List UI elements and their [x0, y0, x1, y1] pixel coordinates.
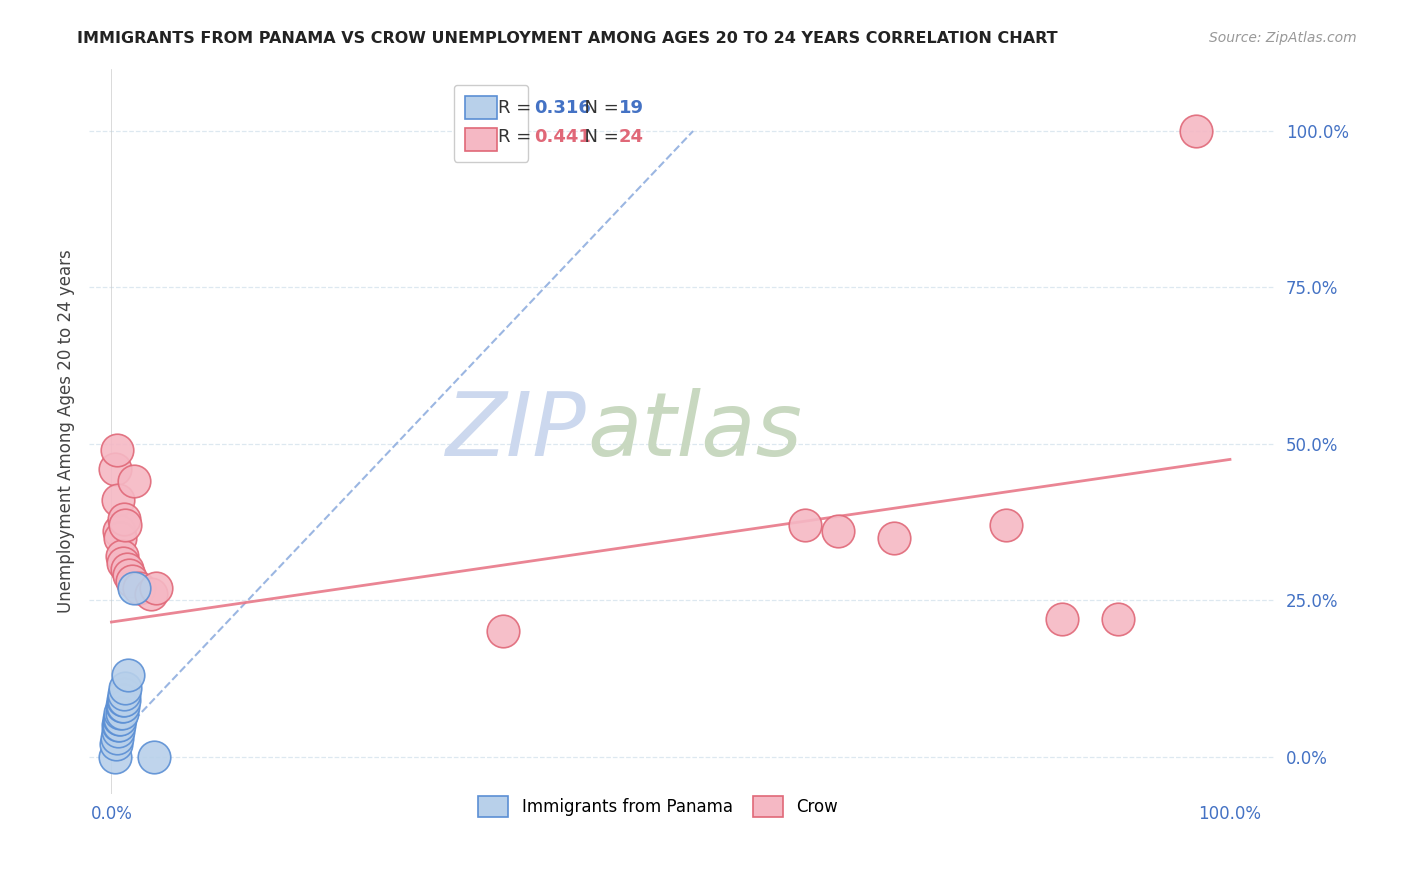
Point: [110, 549, 132, 564]
Point: [995, 518, 1018, 533]
Point: [110, 531, 132, 545]
Point: [114, 681, 136, 695]
Text: ZIP: ZIP: [446, 388, 588, 475]
Point: [107, 493, 129, 508]
Point: [108, 712, 131, 726]
Point: [111, 556, 134, 570]
Text: N =: N =: [572, 99, 624, 118]
Point: [104, 749, 127, 764]
Point: [827, 524, 849, 539]
Point: [1185, 124, 1208, 138]
Text: 19: 19: [619, 99, 644, 118]
Point: [139, 587, 162, 601]
Point: [104, 737, 127, 751]
Point: [110, 699, 132, 714]
Point: [108, 718, 131, 732]
Point: [1050, 612, 1073, 626]
Point: [105, 443, 128, 458]
Point: [114, 518, 136, 533]
Point: [122, 475, 145, 489]
Point: [793, 518, 815, 533]
Point: [122, 581, 145, 595]
Text: 24: 24: [619, 128, 644, 146]
Point: [121, 574, 143, 589]
Text: R =: R =: [498, 128, 537, 146]
Point: [112, 512, 135, 526]
Text: 0.316: 0.316: [534, 99, 591, 118]
Point: [883, 531, 905, 545]
Point: [107, 724, 129, 739]
Legend: Immigrants from Panama, Crow: Immigrants from Panama, Crow: [470, 788, 846, 826]
Text: IMMIGRANTS FROM PANAMA VS CROW UNEMPLOYMENT AMONG AGES 20 TO 24 YEARS CORRELATIO: IMMIGRANTS FROM PANAMA VS CROW UNEMPLOYM…: [77, 31, 1057, 46]
Text: N =: N =: [572, 128, 624, 146]
Point: [110, 712, 132, 726]
Point: [111, 699, 134, 714]
Point: [1107, 612, 1129, 626]
Point: [107, 718, 129, 732]
Point: [492, 624, 515, 639]
Point: [105, 731, 128, 745]
Text: atlas: atlas: [588, 388, 801, 475]
Point: [111, 693, 134, 707]
Point: [110, 706, 132, 720]
Point: [118, 568, 141, 582]
Point: [145, 581, 167, 595]
Point: [110, 706, 132, 720]
Point: [104, 462, 127, 476]
Point: [112, 687, 135, 701]
Text: 0.441: 0.441: [534, 128, 591, 146]
Text: Source: ZipAtlas.com: Source: ZipAtlas.com: [1209, 31, 1357, 45]
Point: [117, 668, 139, 682]
Point: [142, 749, 165, 764]
Point: [112, 693, 135, 707]
Point: [128, 581, 150, 595]
Point: [115, 562, 138, 576]
Text: R =: R =: [498, 99, 537, 118]
Point: [108, 524, 131, 539]
Y-axis label: Unemployment Among Ages 20 to 24 years: Unemployment Among Ages 20 to 24 years: [58, 250, 75, 613]
